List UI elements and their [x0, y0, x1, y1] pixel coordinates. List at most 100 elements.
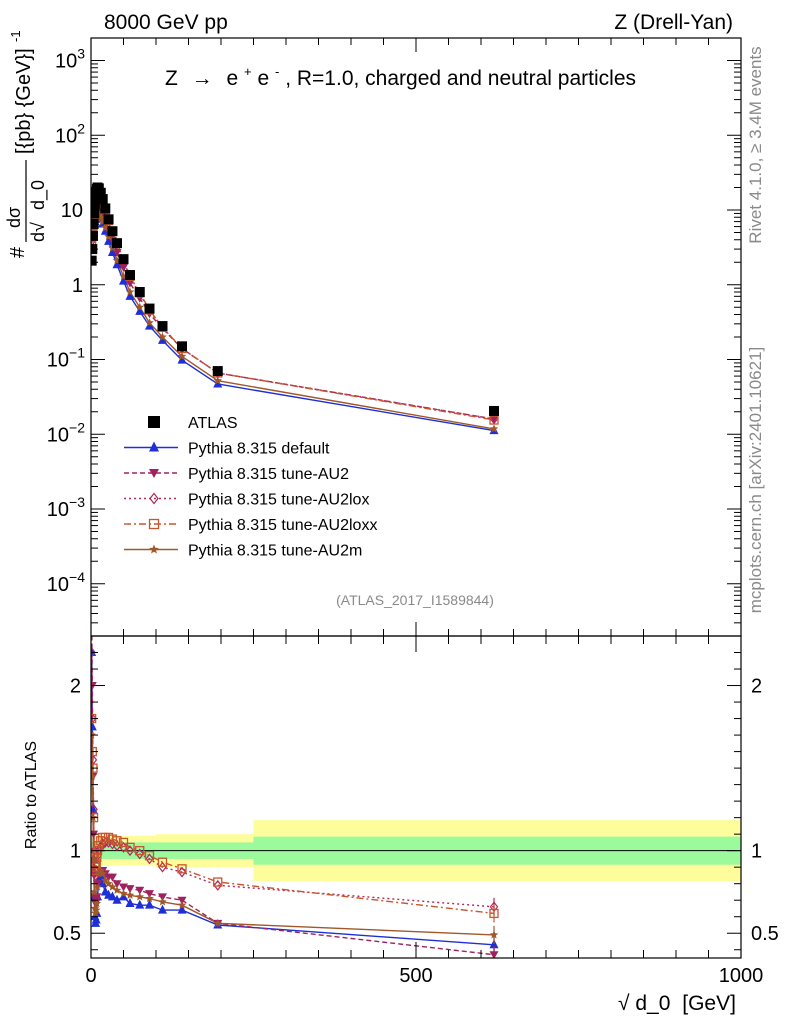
legend-label: Pythia 8.315 tune-AU2m [188, 543, 362, 560]
ratio-line-2 [91, 636, 495, 956]
ratio-x-tick-label: 500 [399, 965, 432, 987]
legend-marker [148, 416, 160, 428]
title-post: , R=1.0, charged and neutral particles [285, 67, 636, 90]
ratio-point-s2 [92, 893, 102, 902]
ratio-line-1 [91, 652, 495, 946]
xlabel-var: d_0 [635, 992, 670, 1015]
ratio-bands [91, 820, 741, 882]
main-point-s1 [213, 378, 223, 388]
legend-marker [149, 544, 159, 554]
ylabel-den-prefix: d√ [28, 222, 48, 242]
title-minus: - [275, 64, 279, 79]
atlas-point [107, 226, 118, 237]
ratio-line-4 [91, 718, 495, 915]
ratio-point-s5 [213, 918, 222, 927]
ratio-point-s1 [119, 891, 128, 901]
ratio-y-tick-label-right: 1 [751, 841, 762, 863]
legend-label: Pythia 8.315 tune-AU2 [188, 466, 349, 483]
legend-label: ATLAS [188, 415, 238, 432]
main-y-tick-label: 102 [55, 120, 85, 147]
ratio-point-s5 [91, 908, 100, 918]
ratio-point-s5 [91, 887, 99, 896]
ratio-point-s4 [91, 859, 101, 869]
main-point-s1 [112, 259, 122, 269]
ratio-point-s5 [91, 854, 98, 863]
atlas-point [91, 218, 99, 229]
ratio-point-s4 [213, 877, 223, 887]
ratio-point-s4 [118, 837, 129, 848]
ratio-point-s1 [158, 904, 167, 914]
title-arrow: → [192, 67, 213, 90]
xlabel-root: √ [618, 992, 630, 1015]
main-point-s2 [125, 279, 135, 288]
ratio-point-s5 [135, 892, 144, 901]
main-point-s1 [125, 290, 135, 300]
atlas-point [112, 238, 122, 249]
legend-marker [149, 441, 159, 452]
watermark: (ATLAS_2017_I1589844) [336, 592, 494, 608]
atlas-point [91, 255, 97, 266]
ratio-point-s5 [177, 900, 187, 909]
ratio-point-s5 [91, 904, 100, 913]
ratio-point-s1 [135, 899, 145, 909]
ratio-point-s5 [112, 885, 122, 894]
main-y-label: # dσ d√ d_0 [{pb} {GeV}] -1 [4, 30, 49, 258]
main-line-1 [91, 214, 495, 432]
main-point-s5 [158, 332, 167, 341]
main-point-s4 [489, 415, 499, 425]
ratio-point-s3 [125, 845, 135, 857]
main-point-s5 [101, 223, 110, 232]
ratio-frame [90, 635, 742, 959]
atlas-point [489, 405, 499, 416]
ratio-point-s4 [144, 850, 155, 861]
ratio-point-s2 [135, 886, 145, 895]
ratio-point-s3 [213, 879, 223, 891]
main-point-s5 [112, 256, 122, 265]
ratio-y-tick-label: 0.5 [53, 923, 81, 945]
atlas-point [103, 214, 114, 225]
atlas-point [134, 286, 145, 297]
main-point-s1 [119, 275, 128, 285]
legend-marker [148, 518, 160, 530]
ylabel-units: [{pb} {GeV}] [13, 48, 35, 154]
ratio-axes: 0.5 0.5 1 1 2 2 0 500 1000 [53, 635, 779, 987]
main-point-s1 [135, 305, 145, 315]
legend-marker [149, 492, 159, 505]
main-point-s5 [135, 302, 144, 311]
main-point-s1 [177, 354, 187, 364]
ratio-x-tick-label: 1000 [719, 965, 764, 987]
main-point-s2 [119, 264, 128, 273]
title-e2: e [257, 67, 269, 90]
ratio-point-s5 [98, 869, 107, 878]
main-y-tick-label: 10−1 [47, 345, 85, 372]
ratio-point-s5 [108, 882, 117, 891]
legend-marker [149, 469, 159, 478]
legend-label: Pythia 8.315 tune-AU2lox [188, 492, 369, 509]
ratio-point-s5 [119, 889, 128, 898]
title-z: Z [165, 67, 178, 90]
ratio-point-s4 [112, 836, 122, 846]
ratio-point-s5 [92, 899, 102, 908]
ratio-point-s5 [93, 882, 102, 891]
legend: ATLAS Pythia 8.315 default Pythia 8.315 tu… [124, 415, 377, 560]
atlas-point [95, 187, 106, 198]
main-point-s1 [104, 235, 114, 245]
atlas-point [125, 270, 135, 281]
atlas-point [91, 230, 98, 241]
ratio-point-s3 [91, 647, 96, 658]
ratio-point-s5 [145, 894, 154, 903]
main-point-s5 [177, 351, 187, 360]
main-y-tick-label: 10 [61, 200, 83, 222]
ratio-point-s1 [145, 899, 154, 909]
xlabel-unit: [GeV] [682, 992, 736, 1015]
ratio-y-tick-label-right: 0.5 [751, 923, 779, 945]
legend-label: Pythia 8.315 tune-AU2loxx [188, 517, 377, 534]
ratio-point-s5 [125, 890, 135, 899]
ratio-y-tick-label: 2 [70, 676, 81, 698]
main-line-2 [91, 209, 495, 420]
ratio-point-s4 [177, 864, 187, 874]
mcplots-label: mcplots.cern.ch [arXiv:2401.10621] [746, 347, 765, 613]
ratio-point-s2 [112, 880, 122, 889]
atlas-point [157, 321, 168, 332]
